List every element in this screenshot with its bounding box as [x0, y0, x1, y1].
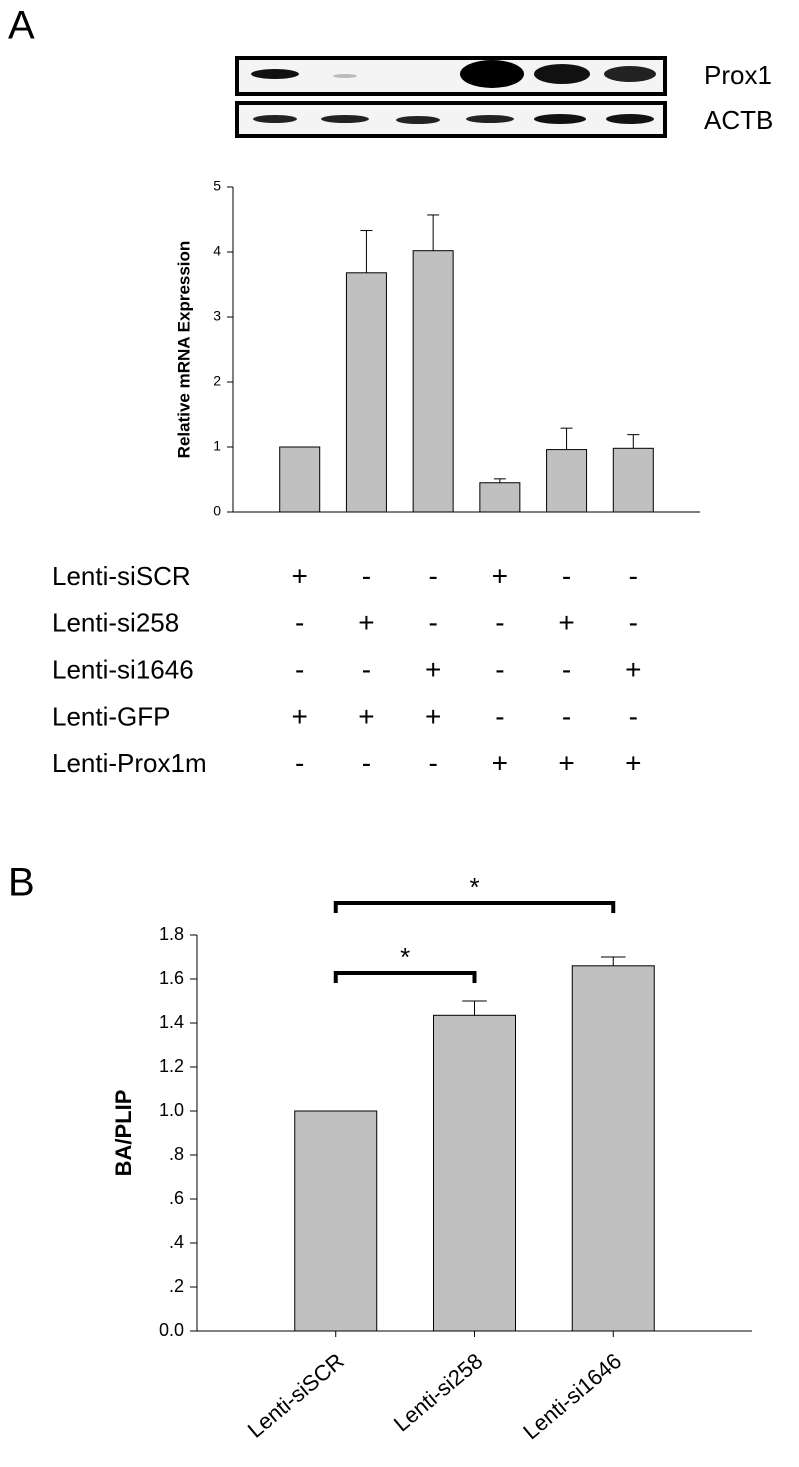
blot-band	[396, 116, 440, 124]
condition-mark: -	[562, 701, 571, 732]
condition-mark: -	[428, 607, 437, 638]
significance-bracket	[333, 971, 477, 983]
condition-name: Lenti-si258	[52, 608, 179, 638]
bar	[412, 250, 454, 513]
blot-band	[534, 114, 586, 124]
bar	[479, 482, 521, 513]
blot-band	[253, 115, 297, 123]
condition-mark: +	[358, 701, 374, 732]
significance-label: *	[469, 872, 479, 902]
y-tick-label: 1.0	[159, 1100, 184, 1120]
panel-label: B	[8, 861, 35, 905]
blot-band	[466, 115, 514, 123]
bar	[433, 1014, 516, 1332]
condition-mark: -	[629, 560, 638, 591]
western-blot	[235, 56, 667, 138]
condition-mark: -	[362, 654, 371, 685]
blot-frame	[235, 101, 667, 138]
condition-mark: -	[295, 607, 304, 638]
condition-mark: +	[625, 748, 641, 779]
blot-band	[606, 114, 654, 124]
bar	[345, 272, 387, 513]
y-tick-label: .8	[169, 1144, 184, 1164]
condition-mark: +	[492, 560, 508, 591]
x-tick-label: Lenti-si258	[389, 1348, 488, 1436]
y-tick-label: .6	[169, 1188, 184, 1208]
condition-mark: +	[425, 654, 441, 685]
blot-band	[534, 64, 590, 84]
y-tick-label: 1.2	[159, 1056, 184, 1076]
condition-mark: -	[428, 560, 437, 591]
y-tick-label: 4	[213, 243, 221, 259]
y-tick-label: .2	[169, 1276, 184, 1296]
significance-bracket	[333, 901, 616, 913]
condition-mark: +	[425, 701, 441, 732]
x-tick-label: Lenti-si1646	[518, 1348, 626, 1444]
condition-mark: -	[495, 607, 504, 638]
blot-band	[251, 69, 299, 79]
bar	[571, 965, 655, 1332]
blot-frame	[235, 56, 667, 96]
y-tick-label: 1.4	[159, 1012, 184, 1032]
condition-mark: +	[492, 748, 508, 779]
y-tick-label: 0	[213, 503, 221, 519]
bar	[546, 449, 588, 513]
blot-label: ACTB	[704, 105, 773, 135]
condition-mark: -	[562, 654, 571, 685]
y-tick-label: 0.0	[159, 1320, 184, 1340]
x-tick-label: Lenti-siSCR	[243, 1348, 349, 1443]
condition-mark: -	[495, 701, 504, 732]
y-tick-label: 2	[213, 373, 221, 389]
condition-name: Lenti-siSCR	[52, 561, 191, 591]
condition-name: Lenti-Prox1m	[52, 748, 207, 778]
condition-mark: -	[495, 654, 504, 685]
blot-band	[333, 74, 357, 78]
blot-band	[604, 66, 656, 82]
condition-mark: -	[629, 701, 638, 732]
bar	[294, 1110, 378, 1332]
blot-band	[321, 115, 369, 123]
condition-mark: +	[625, 654, 641, 685]
condition-mark: +	[558, 607, 574, 638]
y-tick-label: 5	[213, 178, 221, 194]
condition-mark: +	[292, 560, 308, 591]
bar	[612, 447, 654, 513]
condition-name: Lenti-GFP	[52, 701, 171, 731]
condition-mark: +	[558, 748, 574, 779]
y-tick-label: 3	[213, 308, 221, 324]
y-tick-label: 1.6	[159, 968, 184, 988]
condition-mark: +	[292, 701, 308, 732]
condition-mark: -	[362, 748, 371, 779]
panel-label: A	[8, 4, 35, 48]
bar	[279, 446, 321, 513]
significance-label: *	[400, 942, 410, 972]
blot-band	[460, 60, 524, 88]
condition-mark: -	[428, 748, 437, 779]
condition-mark: -	[629, 607, 638, 638]
blot-label: Prox1	[704, 60, 772, 90]
y-tick-label: 1	[213, 438, 221, 454]
y-tick-label: 1.8	[159, 924, 184, 944]
y-axis-label: BA/PLIP	[111, 1090, 136, 1177]
condition-name: Lenti-si1646	[52, 654, 194, 684]
condition-mark: -	[295, 748, 304, 779]
condition-mark: -	[562, 560, 571, 591]
condition-mark: -	[295, 654, 304, 685]
y-axis-label: Relative mRNA Expression	[174, 241, 193, 459]
condition-mark: -	[362, 560, 371, 591]
y-tick-label: .4	[169, 1232, 184, 1252]
condition-mark: +	[358, 607, 374, 638]
